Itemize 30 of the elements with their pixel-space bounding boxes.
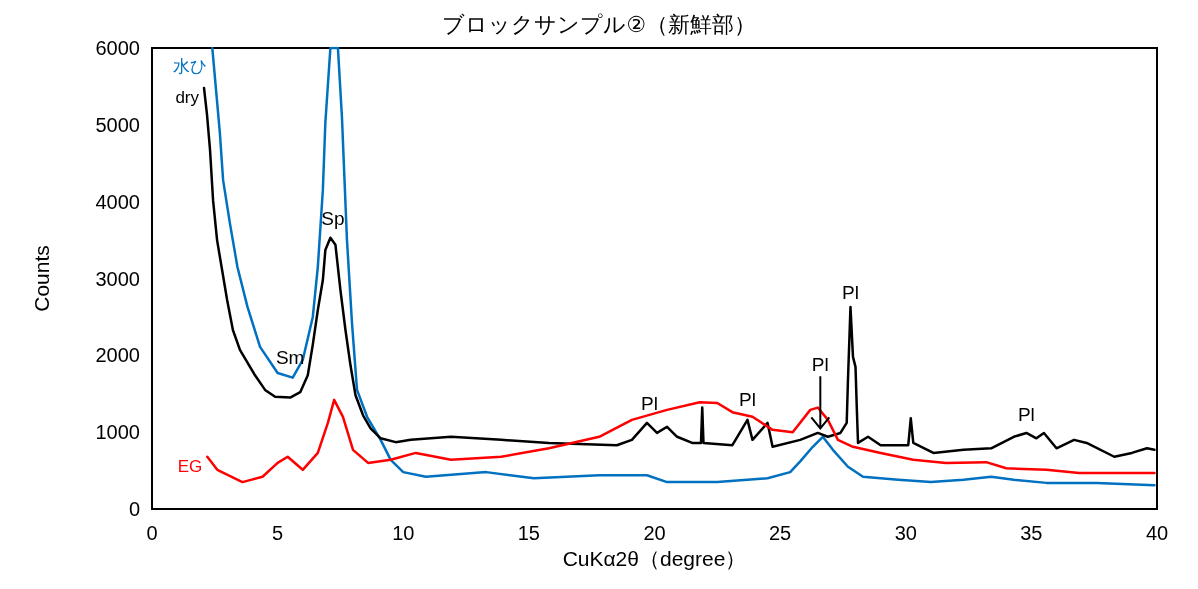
y-tick-label: 3000 <box>95 267 140 290</box>
y-axis-title: Counts <box>30 245 53 312</box>
x-tick-label: 20 <box>643 522 666 544</box>
y-tick-label: 5000 <box>95 113 140 136</box>
y-tick-label: 4000 <box>95 190 140 213</box>
annotation: Pl <box>1017 404 1035 426</box>
y-tick-label: 2000 <box>95 344 140 367</box>
x-tick-label: 40 <box>1145 522 1169 544</box>
y-tick-label: 6000 <box>95 37 140 59</box>
line-series <box>211 46 1156 487</box>
y-tick-label: 1000 <box>95 421 140 444</box>
annotation: Pl <box>811 354 829 376</box>
y-tick-label: 0 <box>128 498 140 520</box>
series-label: EG <box>177 457 203 477</box>
x-tick-label: 10 <box>392 522 415 544</box>
x-tick-label: 35 <box>1020 522 1043 544</box>
chart-title: ブロックサンプル②（新鮮部） <box>442 11 756 37</box>
annotation: Pl <box>842 282 859 304</box>
series-label: 水ひ <box>173 56 208 76</box>
x-tick-label: 5 <box>272 522 284 544</box>
x-tick-label: 25 <box>769 522 792 544</box>
annotation: Sp <box>321 208 345 230</box>
annotation: Pl <box>641 392 658 414</box>
x-tick-label: 15 <box>517 522 540 544</box>
x-tick-label: 0 <box>146 522 158 544</box>
series-label: dry <box>175 88 200 108</box>
annotation: Pl <box>739 388 756 410</box>
x-axis-title: CuKα2θ（degree） <box>562 546 747 570</box>
x-tick-label: 30 <box>894 522 917 544</box>
annotation: Sm <box>275 346 305 368</box>
